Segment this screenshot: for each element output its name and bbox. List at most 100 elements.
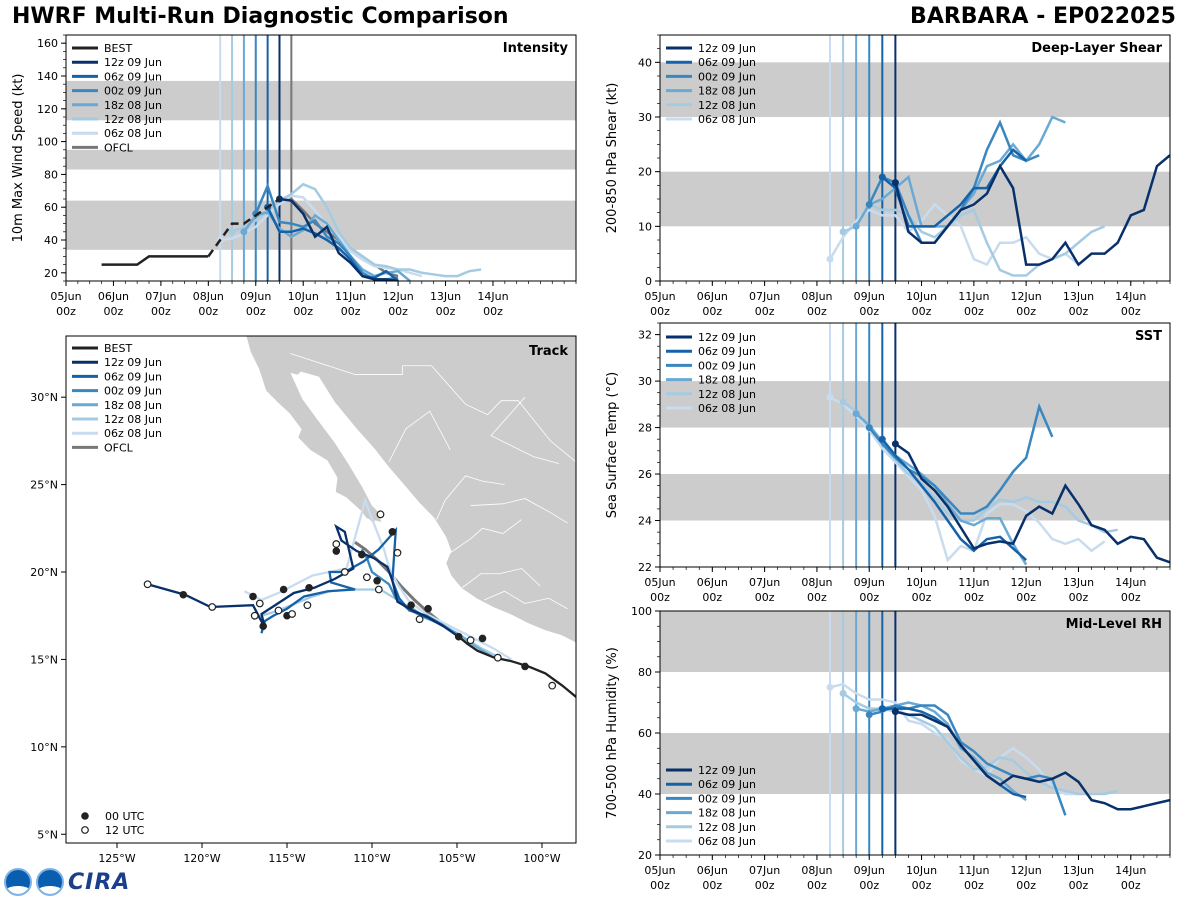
track-marker-00utc <box>407 601 415 610</box>
map-border <box>461 568 541 589</box>
track-marker-00utc <box>259 622 268 631</box>
sst-xtick-label: 13Jun <box>1063 576 1094 589</box>
track-legend-label: 12z 09 Jun <box>104 356 162 369</box>
rh-xtick-label: 11Jun <box>958 864 989 877</box>
sst-legend-label: 12z 09 Jun <box>698 331 756 344</box>
shear-init-point <box>852 222 860 230</box>
rh-xtick-label: 00z <box>1069 879 1089 892</box>
track-marker-12utc <box>143 580 152 589</box>
intensity-xtick-label: 00z <box>341 305 361 318</box>
map-border <box>388 410 451 463</box>
sst-xtick-label: 00z <box>1121 591 1141 604</box>
intensity-panel: 20 40 60 80 100 120 140 160 05Jun 00z 06Jun 00z 07Ju… <box>11 34 577 318</box>
sst-xtick-label: 00z <box>964 591 984 604</box>
rh-xtick-label: 12Jun <box>1011 864 1042 877</box>
intensity-ytick-label: 160 <box>37 37 58 50</box>
track-legend-label: BEST <box>104 342 132 355</box>
track-line-12z-09-Jun <box>147 523 460 638</box>
sst-init-point <box>878 435 886 443</box>
track-legend-label: 12z 08 Jun <box>104 413 162 426</box>
intensity-ytick-label: 60 <box>44 201 58 214</box>
track-marker-12utc <box>363 573 371 582</box>
rh-xtick-label: 05Jun <box>644 864 675 877</box>
shear-xtick-label: 08Jun <box>801 290 832 303</box>
track-marker-legend-label: 12 UTC <box>105 824 145 837</box>
intensity-xtick-label: 09Jun <box>240 290 271 303</box>
track-xtick-label: 105°W <box>438 852 475 865</box>
sst-xtick-label: 07Jun <box>749 576 780 589</box>
sst-xtick-label: 14Jun <box>1115 576 1146 589</box>
track-ytick-label: 10°N <box>30 741 58 754</box>
track-marker-00utc <box>179 590 188 599</box>
track-legend-label: 00z 09 Jun <box>104 385 162 398</box>
map-border <box>490 396 560 465</box>
track-marker-00utc <box>478 634 487 643</box>
intensity-line-BEST <box>101 255 209 266</box>
sst-line-06z-08-Jun <box>829 396 1106 563</box>
sst-ytick-label: 24 <box>638 515 652 528</box>
rh-line-12z-09-Jun <box>895 710 1170 811</box>
track-marker-12utc <box>548 681 557 690</box>
track-marker-12utc <box>393 548 402 557</box>
shear-xtick-label: 00z <box>702 305 722 318</box>
sst-xtick-label: 12Jun <box>1011 576 1042 589</box>
shear-legend-label: 06z 09 Jun <box>698 56 756 69</box>
rh-init-point <box>852 705 860 713</box>
track-map-group <box>143 336 576 699</box>
shear-xtick-label: 05Jun <box>644 290 675 303</box>
sst-line-12z-09-Jun <box>894 442 1170 564</box>
shear-ytick-label: 40 <box>638 56 652 69</box>
rh-legend-label: 06z 09 Jun <box>698 778 756 791</box>
intensity-xtick-label: 10Jun <box>288 290 319 303</box>
intensity-legend-label: BEST <box>104 42 132 55</box>
sst-frame <box>659 322 1171 568</box>
logo-group: CIRA <box>4 866 130 898</box>
rh-init-point <box>865 711 873 719</box>
intensity-legend-label: OFCL <box>104 141 134 154</box>
track-marker-00utc <box>424 604 432 613</box>
shear-ytick-label: 10 <box>638 220 652 233</box>
sst-ytick-label: 26 <box>638 468 652 481</box>
sst-xtick-label: 00z <box>650 591 670 604</box>
noaa-logo-icon <box>4 868 32 896</box>
sst-xtick-label: 08Jun <box>801 576 832 589</box>
shear-legend-label: 00z 09 Jun <box>698 70 756 83</box>
rh-legend-label: 12z 08 Jun <box>698 821 756 834</box>
track-xtick-label: 125°W <box>98 852 135 865</box>
shear-xtick-label: 00z <box>1121 305 1141 318</box>
shear-legend-label: 18z 08 Jun <box>698 85 756 98</box>
track-marker-12utc <box>415 615 424 624</box>
intensity-xtick-label: 00z <box>198 305 218 318</box>
track-xtick-label: 120°W <box>183 852 220 865</box>
shear-legend-label: 12z 09 Jun <box>698 42 756 55</box>
shear-xtick-label: 00z <box>1016 305 1036 318</box>
intensity-xtick-label: 11Jun <box>335 290 366 303</box>
shear-legend-label: 12z 08 Jun <box>698 99 756 112</box>
sst-xtick-label: 10Jun <box>906 576 937 589</box>
sst-xtick-label: 00z <box>912 591 932 604</box>
rh-legend-label: 18z 08 Jun <box>698 807 756 820</box>
rh-xtick-label: 00z <box>1016 879 1036 892</box>
sst-band <box>660 474 1170 521</box>
intensity-xtick-label: 12Jun <box>382 290 413 303</box>
intensity-panel-label: Intensity <box>503 41 569 56</box>
rh-legend-label: 12z 09 Jun <box>698 764 756 777</box>
rh-ytick-label: 100 <box>631 605 652 618</box>
track-marker-legend-label: 00 UTC <box>105 810 145 823</box>
track-marker-12utc <box>374 585 383 594</box>
track-frame <box>65 335 577 844</box>
rh-xtick-label: 00z <box>650 879 670 892</box>
intensity-xtick-label: 00z <box>436 305 456 318</box>
rh-xtick-label: 10Jun <box>906 864 937 877</box>
rh-xtick-label: 00z <box>755 879 775 892</box>
rh-legend-label: 00z 09 Jun <box>698 792 756 805</box>
track-line-BEST <box>457 635 576 699</box>
track-ytick-label: 25°N <box>30 479 58 492</box>
rh-xtick-label: 00z <box>859 879 879 892</box>
track-marker-12utc <box>208 603 217 611</box>
rh-xtick-label: 09Jun <box>854 864 885 877</box>
shear-xtick-label: 00z <box>859 305 879 318</box>
track-marker-12utc <box>288 610 297 618</box>
intensity-legend-label: 06z 09 Jun <box>104 70 162 83</box>
sst-ytick-label: 22 <box>638 561 652 574</box>
